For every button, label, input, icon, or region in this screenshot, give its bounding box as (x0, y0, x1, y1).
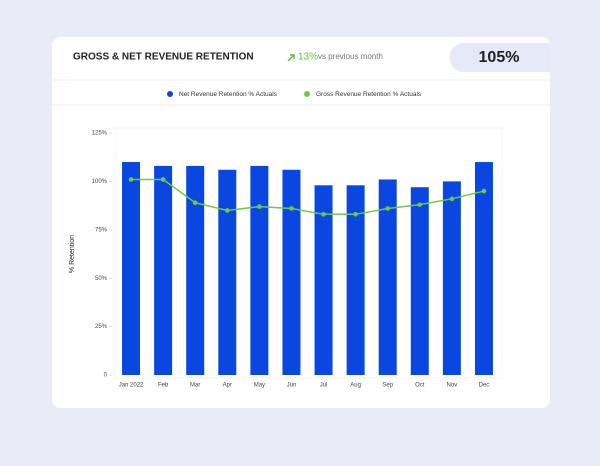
bar (282, 169, 301, 375)
bar (218, 169, 237, 375)
legend-label: Net Revenue Retention % Actuals (179, 91, 278, 98)
line-point (128, 177, 134, 182)
line-point (224, 208, 230, 213)
bar (122, 162, 141, 375)
line-point (160, 177, 166, 182)
bar (314, 185, 333, 375)
legend-swatch (304, 91, 310, 97)
line-point (385, 206, 391, 211)
y-tick-label: 50% (95, 276, 108, 282)
line-point (257, 204, 262, 209)
bar (154, 165, 173, 375)
bar (410, 187, 429, 375)
bar (250, 165, 269, 375)
legend-label: Gross Revenue Retention % Actuals (316, 91, 422, 98)
x-tick-label: Feb (158, 383, 169, 389)
legend-swatch (167, 91, 173, 97)
x-tick-label: Aug (350, 383, 361, 389)
x-tick-label: Dec (479, 383, 490, 389)
y-tick-label: 0 (104, 373, 108, 379)
bar (442, 181, 461, 375)
kpi-pill (449, 43, 550, 72)
x-tick-label: Jan 2022 (119, 383, 144, 389)
change-text: vs previous month (318, 52, 383, 61)
arrow-icon (287, 54, 295, 62)
bar (186, 165, 205, 375)
x-tick-label: Jul (320, 383, 328, 389)
y-tick-label: 100% (92, 179, 108, 185)
line (131, 178, 485, 216)
line-point (321, 212, 326, 217)
bar (474, 162, 493, 375)
line-point (353, 212, 358, 217)
change-value: 13% (298, 52, 318, 63)
y-tick-label: 75% (95, 227, 108, 233)
x-tick-label: May (254, 383, 265, 389)
x-tick-label: Nov (447, 383, 458, 389)
title: GROSS & NET REVENUE RETENTION (73, 52, 254, 63)
bar (378, 179, 397, 375)
x-tick-label: Mar (190, 383, 200, 389)
y-axis-label: % Retention (69, 235, 76, 273)
x-tick-label: Apr (223, 383, 232, 389)
line-point (449, 196, 455, 202)
line-point (289, 206, 294, 211)
y-tick-label: 125% (92, 131, 108, 137)
x-tick-label: Jun (287, 383, 297, 389)
plot-frame (114, 127, 503, 379)
x-tick-label: Oct (415, 383, 425, 389)
y-tick-label: 25% (95, 324, 108, 330)
line-point (481, 188, 487, 194)
line-point (192, 200, 198, 205)
x-tick-label: Sep (382, 383, 393, 389)
kpi-value: 105% (479, 49, 520, 66)
line-point (417, 202, 423, 207)
bar (346, 185, 365, 375)
